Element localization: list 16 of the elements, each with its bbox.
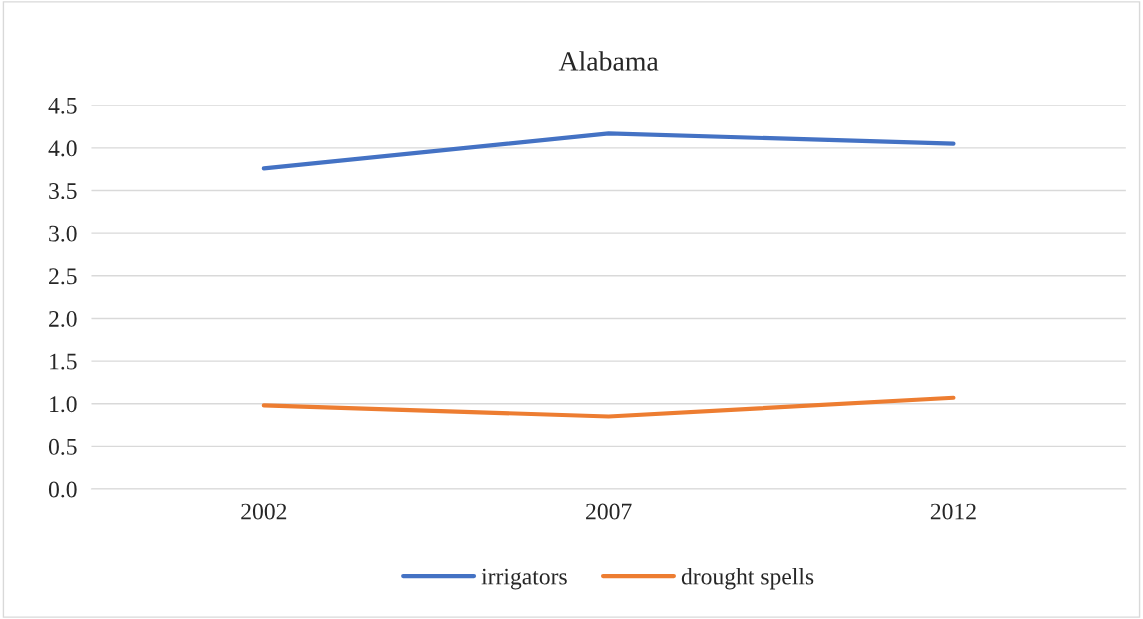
y-tick-label: 1.5 [50,353,77,370]
x-tick-label: 2007 [586,503,632,520]
y-tick-label: 3.5 [49,183,77,200]
y-tick-label: 4.5 [48,97,77,114]
x-tick-label: 2012 [930,503,976,520]
x-tick-label: 2002 [241,503,287,520]
y-tick-label: 2.5 [49,268,77,285]
y-tick-label: 0.0 [48,481,77,498]
legend-label: drought spells [681,567,814,590]
legend-label: irrigators [481,568,567,590]
y-tick-label: 0.5 [48,438,77,455]
y-tick-label: 2.0 [49,310,77,327]
y-tick-label: 1.0 [50,396,77,413]
chart-title: Alabama [558,51,659,71]
y-tick-label: 3.0 [49,225,77,242]
y-tick-label: 4.0 [48,140,77,157]
